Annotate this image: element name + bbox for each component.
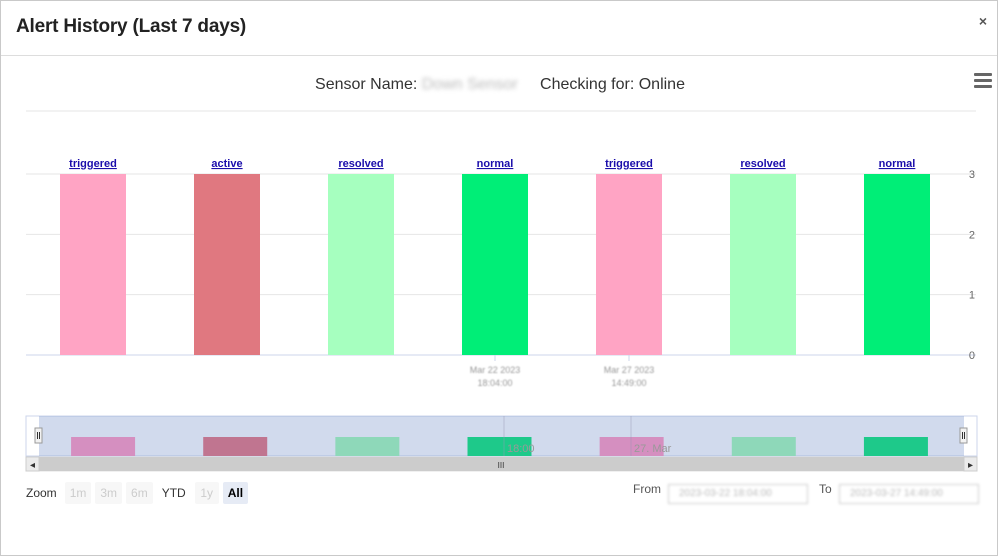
zoom-3m-button[interactable]: 3m xyxy=(95,482,123,504)
zoom-selector: Zoom 1m 3m 6m YTD 1y All xyxy=(26,482,252,504)
sensor-name-value: Down Sensor xyxy=(421,76,518,93)
navigator-bar xyxy=(467,437,532,456)
alert-bar-chart: triggered active resolved normal triggered re… xyxy=(25,110,978,472)
bar-resolved[interactable] xyxy=(328,174,394,355)
modal-header: Alert History (Last 7 days) × xyxy=(1,1,997,56)
zoom-label: Zoom xyxy=(26,486,57,500)
zoom-1y-button[interactable]: 1y xyxy=(194,482,219,504)
bar-data-label[interactable]: normal xyxy=(477,158,514,170)
from-date-input[interactable]: 2023-03-22 18:04:00 xyxy=(668,484,808,504)
bar-data-label[interactable]: active xyxy=(211,158,242,170)
chart-container: Sensor Name: Down Sensor Checking for: O… xyxy=(1,56,997,556)
scrollbar-thumb[interactable] xyxy=(39,457,964,471)
scrollbar-right-button[interactable] xyxy=(963,456,978,472)
chart-title: Sensor Name: Down Sensor Checking for: O… xyxy=(1,76,998,94)
bar-triggered[interactable] xyxy=(596,174,662,355)
bar-resolved[interactable] xyxy=(730,174,796,355)
y-tick-label: 2 xyxy=(969,229,975,241)
zoom-all-button[interactable]: All xyxy=(222,482,249,504)
navigator-bar xyxy=(599,437,664,456)
bar-normal[interactable] xyxy=(864,174,930,355)
zoom-6m-button[interactable]: 6m xyxy=(126,482,153,504)
navigator-bar xyxy=(335,437,400,456)
modal-title: Alert History (Last 7 days) xyxy=(16,16,247,37)
to-label: To xyxy=(819,482,832,496)
bar-active[interactable] xyxy=(194,174,260,355)
zoom-ytd-button[interactable]: YTD xyxy=(156,482,191,504)
bar-data-label[interactable]: triggered xyxy=(69,158,117,170)
navigator-tick-label: 27. Mar xyxy=(634,443,672,455)
navigator-left-handle[interactable] xyxy=(34,427,43,444)
y-tick-label: 3 xyxy=(969,169,975,181)
bar-normal[interactable] xyxy=(462,174,528,355)
navigator-bar xyxy=(203,437,268,456)
bar-data-label[interactable]: resolved xyxy=(740,158,785,170)
y-tick-label: 0 xyxy=(969,350,975,362)
navigator-bar xyxy=(863,437,928,456)
to-date-input[interactable]: 2023-03-27 14:49:00 xyxy=(839,484,979,504)
navigator-tick-label: 18:00 xyxy=(507,443,535,455)
navigator-bar xyxy=(71,437,136,456)
arrow-left-icon[interactable]: ◂ xyxy=(30,460,35,471)
navigator-right-handle[interactable] xyxy=(959,427,968,444)
scrollbar-left-button[interactable] xyxy=(25,456,40,472)
from-label: From xyxy=(633,482,661,496)
checking-for-label: Checking for: Online xyxy=(540,76,685,93)
hamburger-menu-icon[interactable] xyxy=(974,73,992,89)
close-icon[interactable]: × xyxy=(978,13,987,29)
x-tick-date: Mar 27 2023 xyxy=(604,365,655,375)
x-tick-date: Mar 22 2023 xyxy=(470,365,521,375)
arrow-right-icon[interactable]: ▸ xyxy=(968,460,973,471)
bar-data-label[interactable]: resolved xyxy=(338,158,383,170)
zoom-1m-button[interactable]: 1m xyxy=(64,482,92,504)
y-tick-label: 1 xyxy=(969,290,975,302)
scrollbar-grip-icon: III xyxy=(498,461,505,470)
navigator-bar xyxy=(731,437,796,456)
x-tick-time: 14:49:00 xyxy=(611,378,646,388)
bar-data-label[interactable]: normal xyxy=(879,158,916,170)
bar-data-label[interactable]: triggered xyxy=(605,158,653,170)
x-tick-time: 18:04:00 xyxy=(477,378,512,388)
bar-triggered[interactable] xyxy=(60,174,126,355)
sensor-name-label: Sensor Name: xyxy=(315,76,418,93)
